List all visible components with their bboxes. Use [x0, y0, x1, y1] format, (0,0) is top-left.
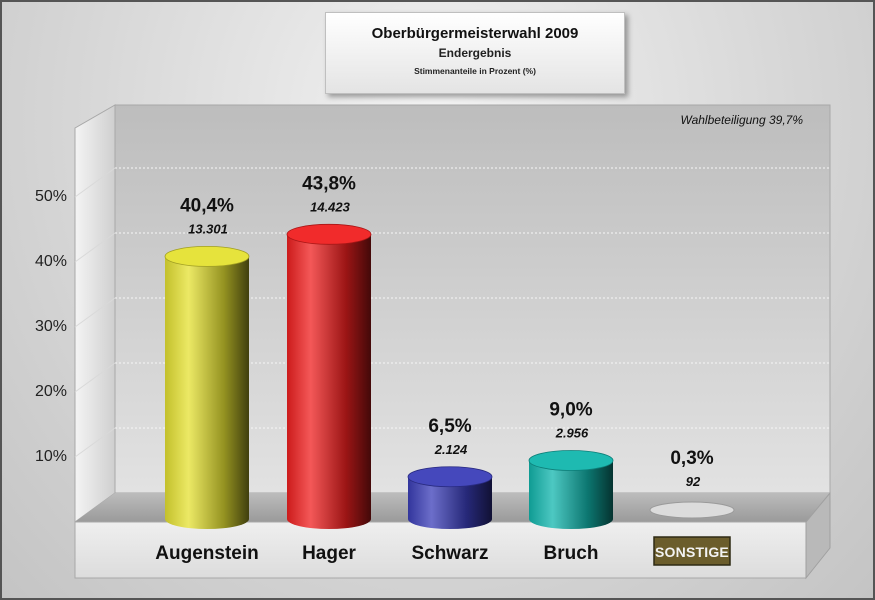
bar-top: [528, 450, 614, 471]
side-wall: [74, 104, 116, 523]
y-tick-label: 20%: [35, 383, 67, 400]
title-box: Oberbürgermeisterwahl 2009 Endergebnis S…: [325, 12, 625, 94]
vote-count-label: 92: [686, 474, 701, 489]
gridline-side: [74, 427, 116, 458]
y-tick-label: 10%: [35, 448, 67, 465]
bars: 13.301 40,4% Augenstein 14.423 43,8% Hager 2.1…: [155, 173, 735, 566]
bar-body: [165, 256, 249, 529]
gridline-side: [74, 297, 116, 328]
bar-body: [408, 476, 492, 529]
gridline-side: [74, 362, 116, 393]
category-label: Schwarz: [411, 543, 488, 564]
category-label: SONSTIGE: [655, 544, 729, 560]
bar-disc: [649, 501, 735, 519]
vote-count-label: 2.956: [555, 426, 589, 441]
category-label: Hager: [302, 543, 356, 564]
vote-count-label: 2.124: [434, 442, 468, 457]
bar-schwarz: 2.124 6,5% Schwarz: [407, 416, 493, 564]
gridline-side: [74, 232, 116, 263]
category-label: Augenstein: [155, 543, 258, 564]
percent-label: 40,4%: [180, 195, 234, 216]
gridline-side: [74, 167, 116, 198]
bar-body: [529, 460, 613, 529]
chart-title: Oberbürgermeisterwahl 2009: [371, 25, 579, 42]
gridlines: [74, 167, 830, 458]
percent-label: 6,5%: [428, 416, 471, 437]
bar-hager: 14.423 43,8% Hager: [286, 173, 372, 564]
y-tick-label: 40%: [35, 253, 67, 270]
bar-sonstige: 92 0,3% SONSTIGE: [649, 448, 735, 566]
y-axis-ticks: 10% 20% 30% 40% 50%: [35, 188, 67, 465]
percent-label: 0,3%: [670, 448, 713, 469]
floor-right-edge: [805, 491, 831, 580]
turnout-annotation: Wahlbeteiligung 39,7%: [680, 113, 803, 127]
chart-subtitle: Endergebnis: [438, 46, 512, 60]
vote-count-label: 14.423: [310, 199, 351, 214]
bar-body: [287, 234, 371, 530]
bar-augenstein: 13.301 40,4% Augenstein: [155, 195, 258, 564]
bar-top: [164, 245, 250, 267]
category-label: Bruch: [544, 543, 599, 564]
y-tick-label: 50%: [35, 188, 67, 205]
bar-top: [286, 223, 372, 245]
category-badge: [653, 536, 731, 566]
unit-note: Stimmenanteile in Prozent (%): [414, 66, 536, 76]
bar-top: [407, 466, 493, 488]
y-tick-label: 30%: [35, 318, 67, 335]
percent-label: 9,0%: [549, 400, 592, 421]
percent-label: 43,8%: [302, 173, 356, 194]
vote-count-label: 13.301: [188, 221, 228, 236]
bar-bruch: 2.956 9,0% Bruch: [528, 400, 614, 564]
